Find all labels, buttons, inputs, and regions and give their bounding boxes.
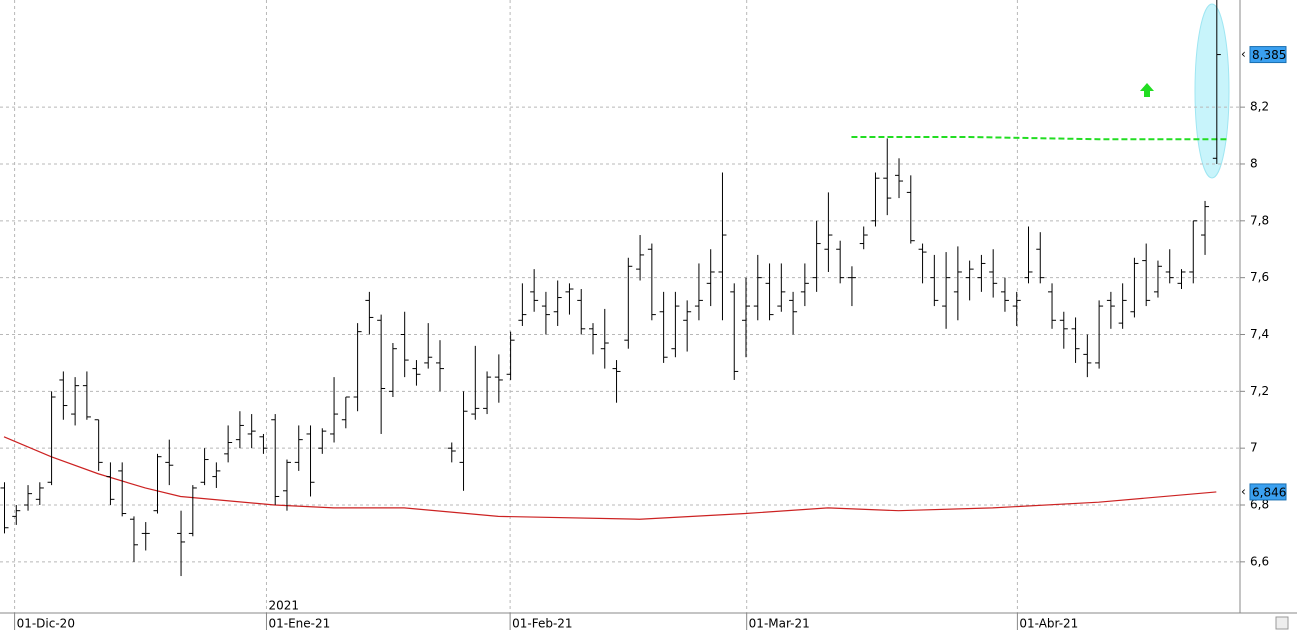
x-tick-label: 01-Feb-21 — [512, 617, 572, 631]
y-tick-label: 7 — [1250, 441, 1258, 455]
plot-area — [0, 0, 1240, 613]
y-tick-label: 7,6 — [1250, 270, 1269, 284]
up-arrow — [1140, 83, 1154, 97]
y-tick-label: 8,2 — [1250, 100, 1269, 114]
y-tick-label: 6,8 — [1250, 498, 1269, 512]
y-tick-label: 7,2 — [1250, 384, 1269, 398]
marker-arrow: ‹ — [1241, 484, 1246, 498]
x-tick-label: 01-Dic-20 — [17, 617, 75, 631]
resistance-line — [851, 135, 1229, 141]
y-tick-label: 8 — [1250, 156, 1258, 170]
corner-icon — [1275, 616, 1289, 630]
y-tick-label: 7,4 — [1250, 327, 1269, 341]
price-marker — [1249, 483, 1287, 501]
x-tick-label: 01-Abr-21 — [1019, 617, 1078, 631]
highlight-ellipse — [1194, 3, 1230, 179]
price-marker — [1249, 46, 1287, 64]
y-tick-label: 7,8 — [1250, 213, 1269, 227]
y-tick-label: 6,6 — [1250, 554, 1269, 568]
year-label: 2021 — [268, 599, 299, 613]
x-tick-label: 01-Mar-21 — [749, 617, 810, 631]
x-tick-label: 01-Ene-21 — [268, 617, 330, 631]
price-marker-label: 6,846 — [1252, 485, 1286, 499]
marker-arrow: ‹ — [1241, 47, 1246, 61]
price-marker-label: 8,385 — [1252, 48, 1286, 62]
